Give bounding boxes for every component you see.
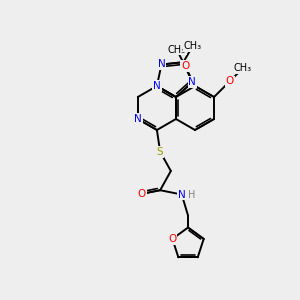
Text: N: N [178, 190, 186, 200]
Text: O: O [138, 189, 146, 199]
Text: N: N [188, 77, 196, 87]
Text: O: O [226, 76, 234, 86]
Text: CH₃: CH₃ [168, 45, 186, 55]
Text: O: O [181, 61, 189, 71]
Text: CH₃: CH₃ [234, 63, 252, 73]
Text: CH₃: CH₃ [184, 41, 202, 51]
Text: N: N [153, 81, 161, 91]
Text: O: O [168, 234, 176, 244]
Text: S: S [157, 147, 164, 157]
Text: N: N [158, 59, 165, 70]
Text: H: H [188, 190, 195, 200]
Text: N: N [134, 114, 142, 124]
